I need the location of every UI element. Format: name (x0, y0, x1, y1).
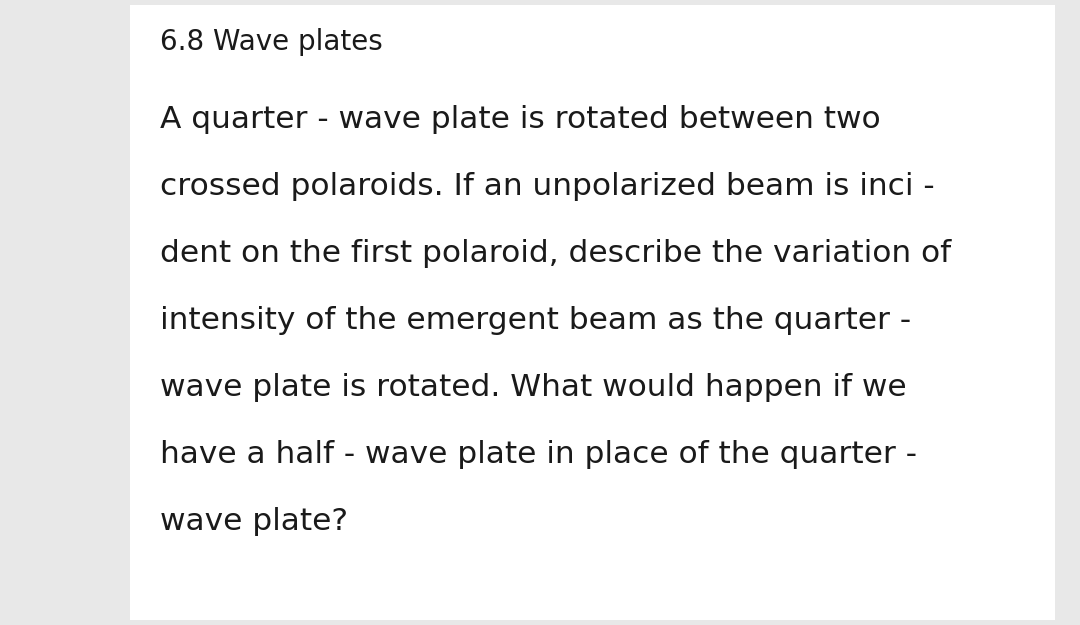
Text: wave plate?: wave plate? (160, 507, 348, 536)
Text: have a half - wave plate in place of the quarter -: have a half - wave plate in place of the… (160, 440, 917, 469)
Text: intensity of the emergent beam as the quarter -: intensity of the emergent beam as the qu… (160, 306, 912, 335)
Text: 6.8 Wave plates: 6.8 Wave plates (160, 28, 382, 56)
Text: dent on the first polaroid, describe the variation of: dent on the first polaroid, describe the… (160, 239, 951, 268)
Text: wave plate is rotated. What would happen if we: wave plate is rotated. What would happen… (160, 373, 906, 402)
Text: crossed polaroids. If an unpolarized beam is inci -: crossed polaroids. If an unpolarized bea… (160, 172, 934, 201)
Text: A quarter - wave plate is rotated between two: A quarter - wave plate is rotated betwee… (160, 105, 880, 134)
